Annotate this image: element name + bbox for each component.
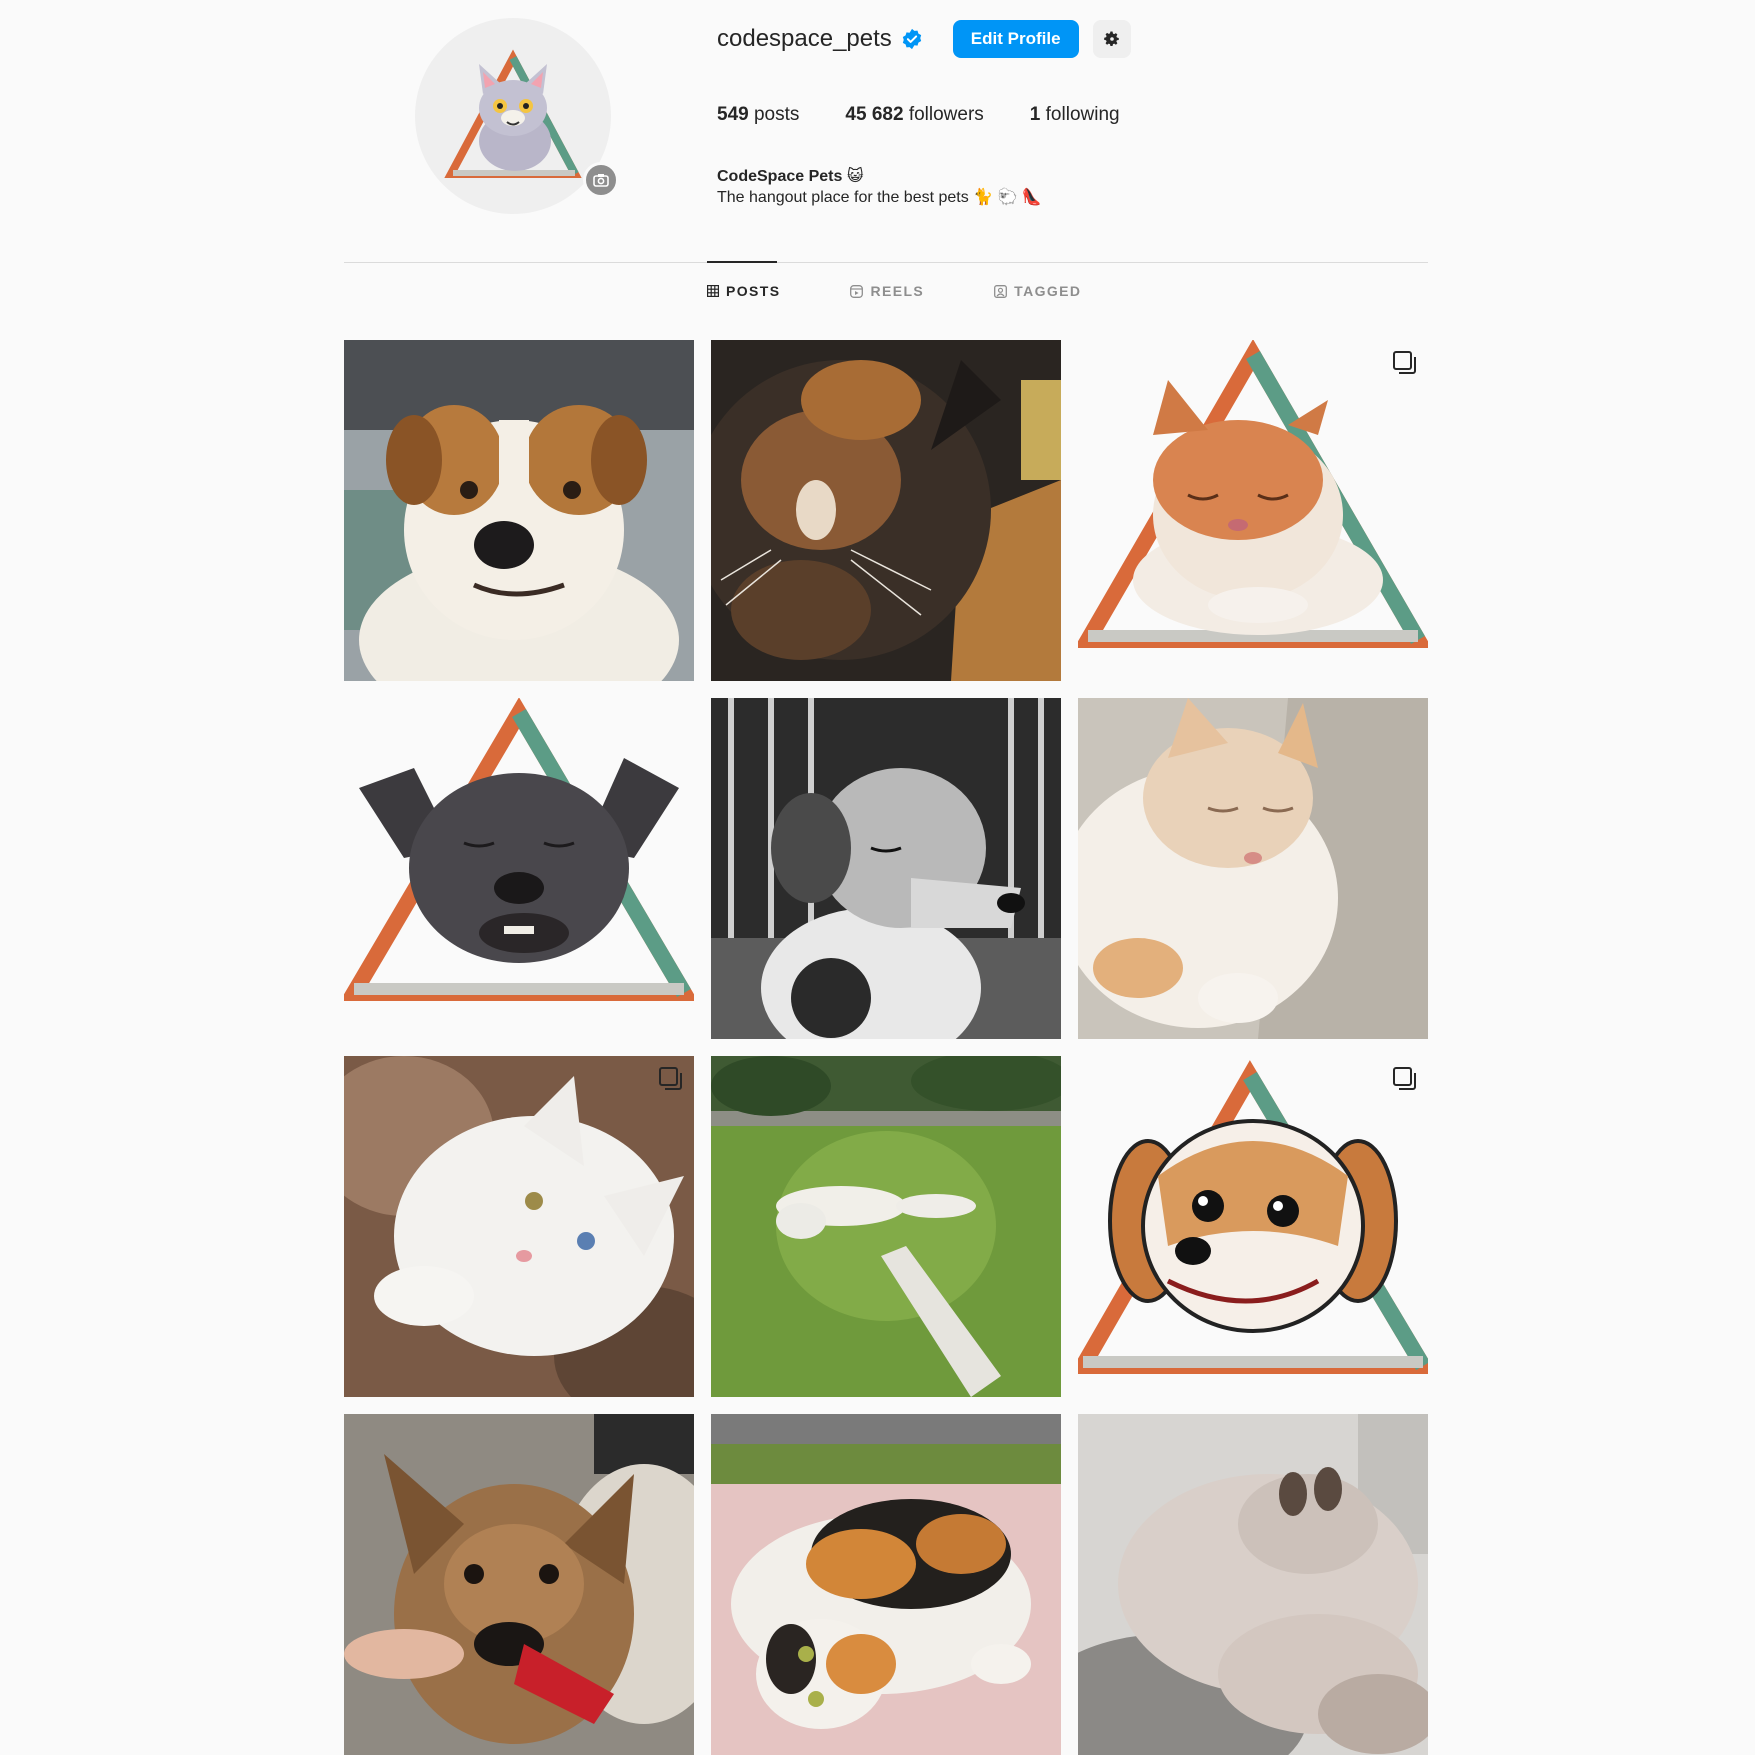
multiple-posts-icon xyxy=(659,1067,682,1090)
posts-stat: 549 posts xyxy=(717,104,799,126)
reels-icon xyxy=(850,284,864,298)
cartoon-beagle-triangle-logo xyxy=(1078,1056,1428,1397)
tab-tagged[interactable]: TAGGED xyxy=(994,283,1081,299)
cat-on-grass-photo xyxy=(711,1056,1061,1397)
posts-label: posts xyxy=(753,104,800,125)
title-row: codespace_pets Edit Profile xyxy=(717,18,1477,60)
following-count: 1 xyxy=(1029,104,1041,125)
verified-badge-icon xyxy=(902,28,921,50)
tortoiseshell-cat-photo xyxy=(711,340,1061,681)
username: codespace_pets xyxy=(717,25,892,52)
followers-stat[interactable]: 45 682 followers xyxy=(845,104,983,126)
grey-dog-triangle-logo xyxy=(344,698,694,1039)
following-stat[interactable]: 1 following xyxy=(1030,104,1120,126)
post-item[interactable] xyxy=(711,1056,1061,1397)
avatar[interactable] xyxy=(415,18,611,214)
post-item[interactable] xyxy=(711,1414,1061,1755)
post-item[interactable] xyxy=(1078,340,1428,681)
post-item[interactable] xyxy=(344,698,694,1039)
edit-profile-button[interactable]: Edit Profile xyxy=(952,20,1079,58)
multiple-posts-icon xyxy=(1393,351,1416,374)
calico-cat-lying-photo xyxy=(711,1414,1061,1755)
white-odd-eyed-cat-photo xyxy=(344,1056,694,1397)
tab-reels-label: REELS xyxy=(870,283,925,299)
tab-posts-label: POSTS xyxy=(726,283,781,299)
posts-grid xyxy=(344,340,1428,1755)
following-label: following xyxy=(1045,104,1120,125)
profile-tabs: POSTS REELS TAGGED xyxy=(707,283,1151,299)
fluffy-cat-on-back-photo xyxy=(1078,1414,1428,1755)
stats-row: 549 posts 45 682 followers 1 following xyxy=(717,104,1477,126)
german-shepherd-dog-photo xyxy=(344,1414,694,1755)
grid-icon xyxy=(707,285,719,297)
post-item[interactable] xyxy=(344,1056,694,1397)
active-tab-indicator xyxy=(707,261,777,263)
tab-reels[interactable]: REELS xyxy=(850,283,924,299)
post-item[interactable] xyxy=(344,1414,694,1755)
black-white-dog-photo xyxy=(711,698,1061,1039)
tabs-divider xyxy=(344,262,1428,263)
post-item[interactable] xyxy=(711,340,1061,681)
posts-count: 549 xyxy=(717,104,749,125)
ginger-cat-triangle-logo xyxy=(1078,340,1428,681)
post-item[interactable] xyxy=(344,340,694,681)
followers-label: followers xyxy=(908,104,984,125)
post-item[interactable] xyxy=(1078,698,1428,1039)
profile-info: codespace_pets Edit Profile 549 posts 45… xyxy=(717,18,1477,208)
multiple-posts-icon xyxy=(1393,1067,1416,1090)
post-item[interactable] xyxy=(1078,1414,1428,1755)
camera-icon[interactable] xyxy=(583,162,619,198)
bio: CodeSpace Pets 😺 The hangout place for t… xyxy=(717,166,1477,208)
settings-button[interactable] xyxy=(1092,20,1131,58)
cartoon-cat-logo xyxy=(444,49,582,178)
followers-count: 45 682 xyxy=(845,104,904,125)
tab-tagged-label: TAGGED xyxy=(1014,283,1082,299)
profile-avatar[interactable] xyxy=(415,18,619,214)
post-item[interactable] xyxy=(711,698,1061,1039)
post-item[interactable] xyxy=(1078,1056,1428,1397)
bio-name: CodeSpace Pets 😺 xyxy=(717,168,864,185)
gear-icon xyxy=(1103,31,1119,47)
tab-posts[interactable]: POSTS xyxy=(707,283,780,299)
bio-text: The hangout place for the best pets 🐈 🐑 … xyxy=(717,189,1042,206)
sleeping-white-ginger-cat-photo xyxy=(1078,698,1428,1039)
tagged-icon xyxy=(994,284,1008,298)
brown-white-puppy-photo xyxy=(344,340,694,681)
